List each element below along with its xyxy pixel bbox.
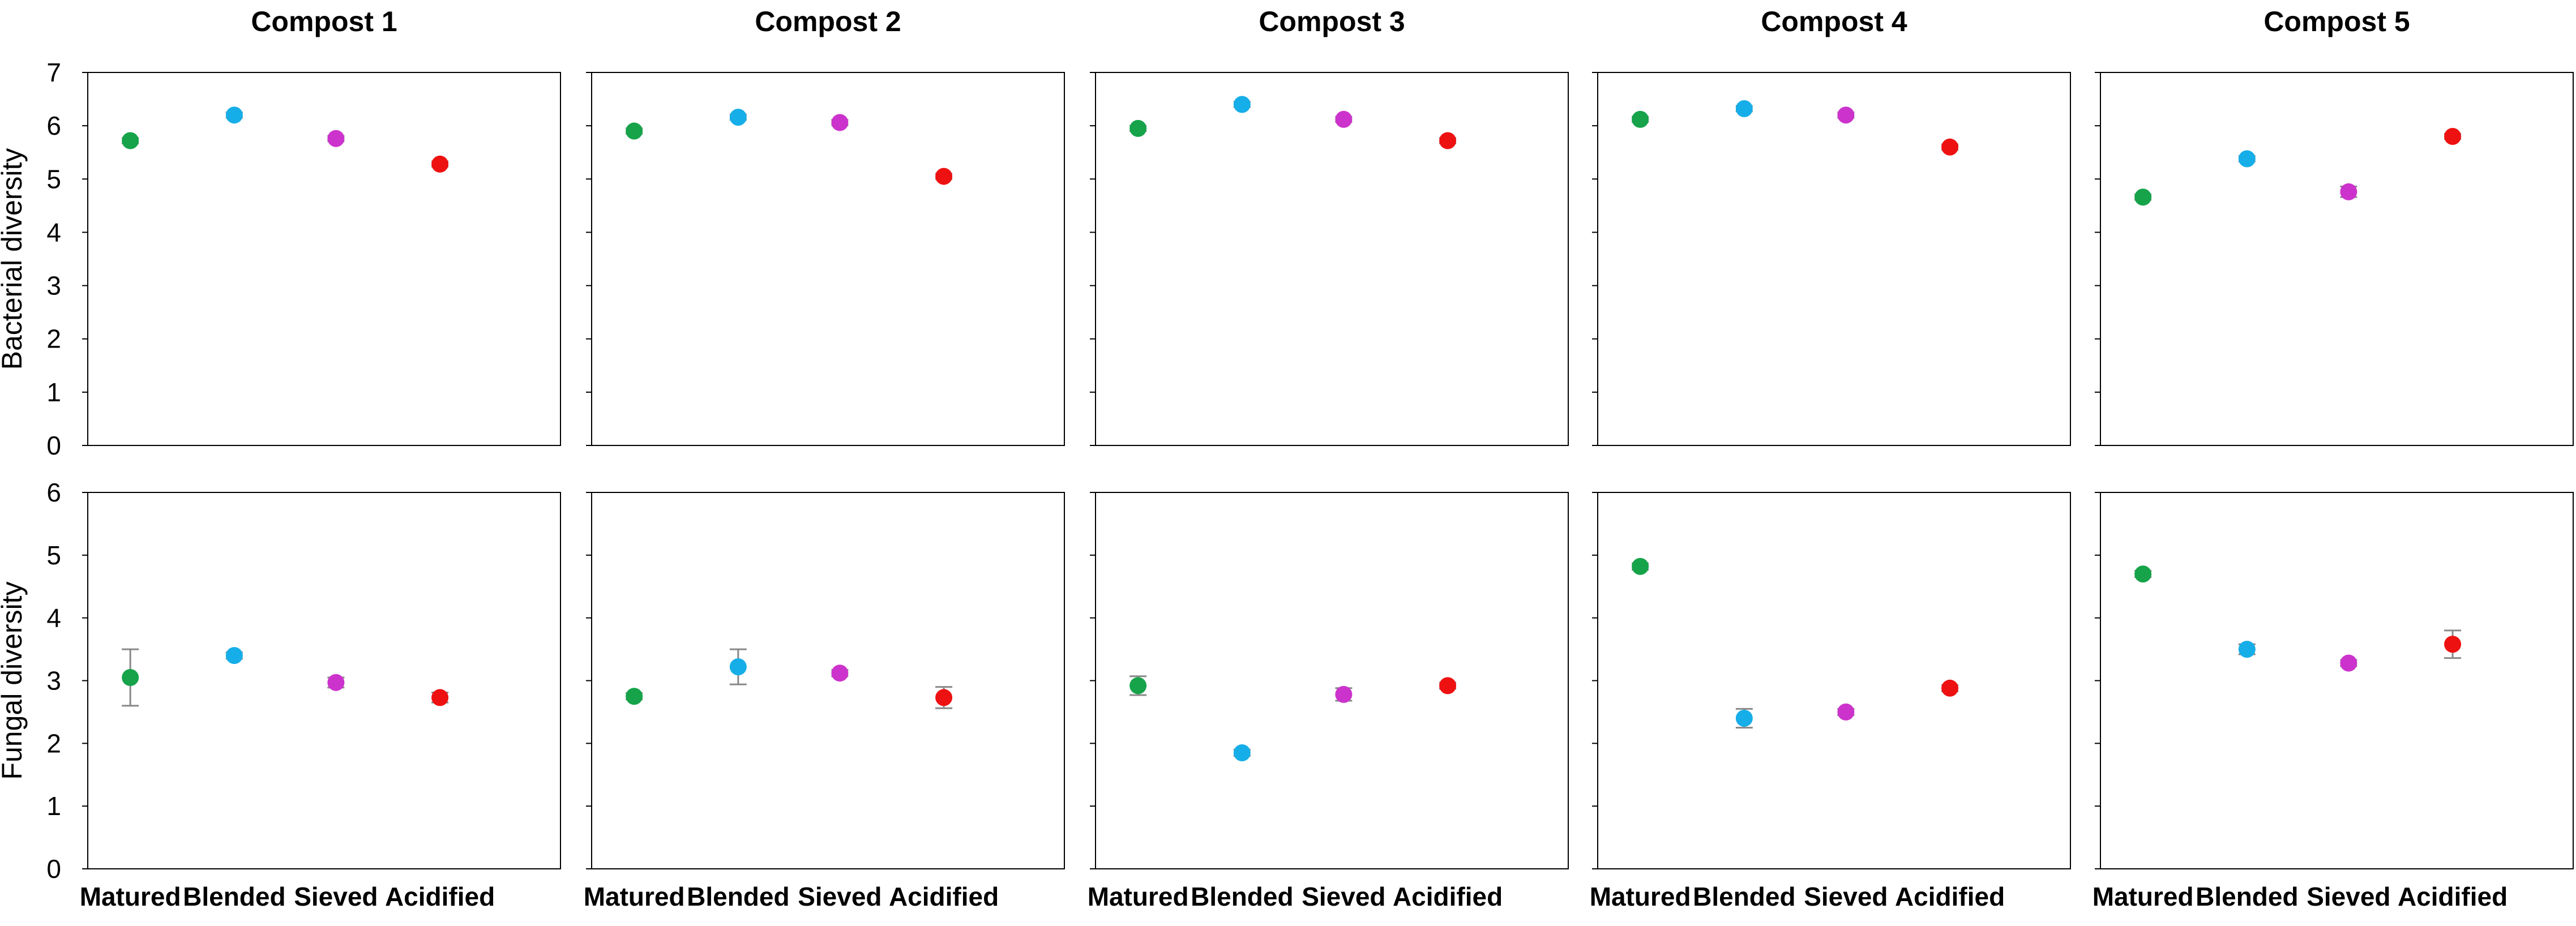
data-point-matured [122,668,139,686]
y-tick-label: 5 [46,541,61,570]
x-category-label: Matured [1088,882,1189,911]
data-point-matured [626,122,643,140]
data-point-acidified [1439,677,1457,694]
data-point-blended [1233,96,1251,113]
panel-frame [2100,492,2574,869]
data-point-sieved [1837,703,1855,721]
data-point-matured [626,688,643,705]
column-title: Compost 3 [1259,6,1405,37]
x-category-label: Matured [1590,882,1691,911]
data-point-matured [1129,119,1147,137]
column-title: Compost 4 [1761,6,1907,37]
panel-frame [591,492,1065,869]
data-point-sieved [1837,106,1855,124]
y-tick-label: 0 [46,431,61,460]
data-point-blended [1233,744,1251,761]
x-category-label: Blended [1693,882,1795,911]
y-axis-title: Fungal diversity [0,581,28,779]
data-point-blended [225,106,243,124]
data-point-acidified [1439,132,1457,149]
y-tick-label: 3 [46,271,61,301]
data-point-blended [2238,641,2256,658]
data-point-matured [1632,558,1649,575]
data-point-acidified [431,689,449,706]
column-title: Compost 2 [755,6,901,37]
y-tick-label: 2 [46,728,61,758]
data-point-blended [2238,150,2256,168]
data-point-acidified [2444,127,2462,145]
y-tick-label: 1 [46,378,61,407]
x-category-label: Sieved [1804,882,1888,911]
x-category-label: Blended [183,882,285,911]
x-category-label: Acidified [385,882,495,911]
y-tick-label: 6 [46,478,61,507]
panel-frame [591,72,1065,446]
y-tick-label: 7 [46,58,61,87]
data-point-blended [225,647,243,665]
data-point-matured [2134,565,2152,583]
data-point-blended [729,109,747,126]
y-tick-label: 2 [46,324,61,354]
data-point-acidified [935,168,953,185]
x-category-label: Blended [2196,882,2298,911]
data-point-sieved [2340,654,2357,672]
data-point-acidified [1941,679,1959,697]
data-point-acidified [2444,636,2462,653]
panel-frame [87,72,561,446]
y-tick-label: 4 [46,603,61,633]
data-point-acidified [1941,138,1959,156]
data-point-sieved [1335,110,1353,128]
column-title: Compost 1 [251,6,397,37]
data-point-sieved [327,674,345,691]
data-point-sieved [327,130,345,147]
y-tick-label: 3 [46,666,61,696]
panel-frame [1095,72,1569,446]
data-point-blended [1735,100,1753,118]
data-point-matured [122,132,139,149]
x-category-label: Matured [2093,882,2194,911]
panel-frame [2100,72,2574,446]
data-point-sieved [831,114,849,131]
x-category-label: Blended [687,882,789,911]
y-tick-label: 5 [46,164,61,194]
panel-frame [1597,72,2071,446]
data-point-matured [2134,188,2152,206]
panel-frame [1597,492,2071,869]
panel-frame [87,492,561,869]
data-point-sieved [831,665,849,682]
data-point-acidified [935,689,953,706]
y-tick-label: 0 [46,854,61,884]
data-point-blended [729,658,747,676]
x-category-label: Sieved [1302,882,1385,911]
data-point-sieved [2340,183,2357,200]
x-category-label: Sieved [2307,882,2390,911]
x-category-label: Blended [1191,882,1293,911]
y-axis-title: Bacterial diversity [0,148,28,370]
x-category-label: Acidified [2398,882,2507,911]
data-point-acidified [431,155,449,173]
y-tick-label: 4 [46,217,61,247]
x-category-label: Matured [584,882,685,911]
data-point-blended [1735,710,1753,727]
y-tick-label: 6 [46,111,61,140]
data-point-sieved [1335,685,1353,703]
x-category-label: Sieved [294,882,378,911]
y-tick-label: 1 [46,791,61,821]
x-category-label: Matured [80,882,181,911]
column-title: Compost 5 [2263,6,2410,37]
data-point-matured [1632,110,1649,128]
x-category-label: Acidified [1393,882,1503,911]
x-category-label: Acidified [1895,882,2005,911]
x-category-label: Acidified [889,882,999,911]
x-category-label: Sieved [798,882,882,911]
data-point-matured [1129,677,1147,694]
panel-frame [1095,492,1569,869]
